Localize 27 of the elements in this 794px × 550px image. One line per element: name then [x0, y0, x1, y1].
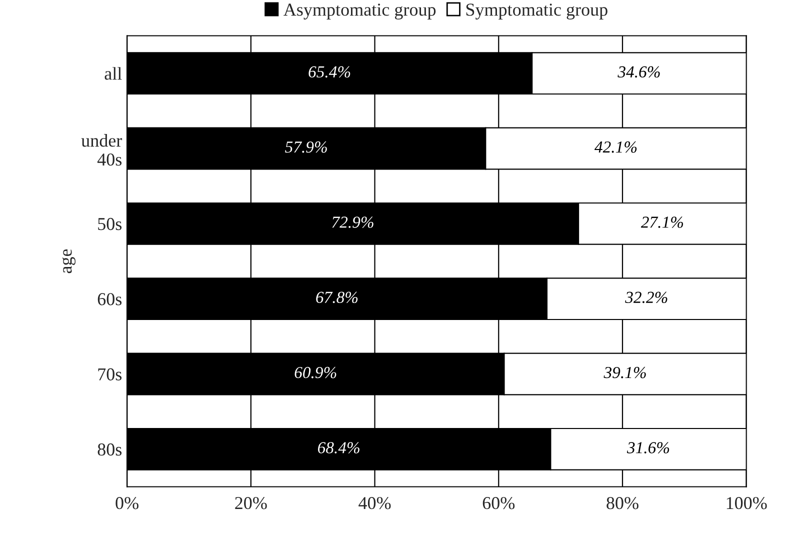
- data-label: 34.6%: [618, 66, 660, 78]
- y-tick-label: all: [104, 67, 122, 80]
- x-tick-label: 80%: [606, 496, 638, 510]
- y-tick-label: 80s: [98, 443, 122, 456]
- x-tick-label: 20%: [235, 496, 267, 510]
- data-label: 32.2%: [625, 292, 668, 304]
- x-tick-label: 40%: [358, 496, 391, 510]
- x-tick-label: 60%: [482, 496, 515, 510]
- data-label: 31.6%: [626, 442, 670, 454]
- data-label: 60.9%: [294, 366, 336, 378]
- y-tick-label: 60s: [98, 293, 122, 306]
- data-label: 27.1%: [640, 216, 684, 228]
- x-tick-label: 100%: [726, 496, 767, 510]
- data-label: 39.1%: [604, 366, 646, 378]
- y-tick-label: under 40s: [81, 134, 122, 166]
- data-label: 68.4%: [318, 442, 360, 454]
- data-label: 57.9%: [285, 141, 327, 153]
- legend-label: Symptomatic group: [466, 4, 608, 20]
- data-label: 42.1%: [594, 141, 637, 153]
- x-tick-label: 0%: [116, 496, 138, 510]
- y-tick-label: 50s: [98, 218, 122, 230]
- data-label: 72.9%: [332, 216, 374, 228]
- data-label: 65.4%: [308, 66, 350, 78]
- y-tick-label: 70s: [98, 368, 122, 380]
- data-label: 67.8%: [316, 292, 358, 304]
- y-axis-title: age: [62, 249, 76, 274]
- legend-label: Asymptomatic group: [284, 4, 436, 20]
